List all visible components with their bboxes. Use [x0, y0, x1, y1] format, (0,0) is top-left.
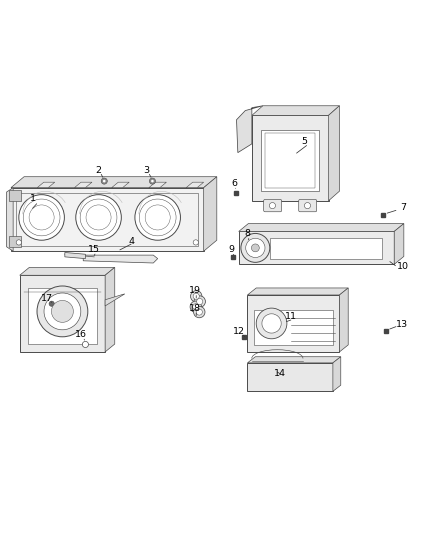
Polygon shape: [9, 236, 21, 247]
Text: 6: 6: [231, 179, 237, 188]
Polygon shape: [261, 130, 319, 191]
Circle shape: [151, 180, 154, 182]
Polygon shape: [339, 288, 348, 352]
Polygon shape: [9, 190, 21, 201]
Polygon shape: [394, 223, 404, 264]
Polygon shape: [11, 177, 217, 188]
Polygon shape: [37, 182, 55, 188]
Circle shape: [197, 298, 203, 304]
Polygon shape: [7, 188, 13, 251]
Circle shape: [193, 240, 198, 245]
Text: 8: 8: [244, 229, 251, 238]
Circle shape: [304, 203, 311, 209]
Circle shape: [23, 199, 60, 236]
Circle shape: [29, 205, 54, 230]
Polygon shape: [149, 182, 166, 188]
Circle shape: [251, 244, 259, 252]
Circle shape: [135, 195, 180, 240]
Text: 2: 2: [95, 166, 102, 175]
Polygon shape: [247, 357, 341, 363]
Polygon shape: [252, 106, 339, 115]
Polygon shape: [247, 288, 348, 295]
Circle shape: [241, 233, 270, 262]
Circle shape: [246, 238, 265, 257]
Polygon shape: [20, 275, 105, 352]
Polygon shape: [83, 255, 158, 263]
Text: 10: 10: [397, 262, 409, 271]
FancyBboxPatch shape: [299, 199, 317, 212]
Circle shape: [190, 301, 201, 312]
Circle shape: [44, 293, 81, 330]
Text: 13: 13: [396, 320, 408, 329]
Circle shape: [191, 290, 202, 302]
Polygon shape: [28, 288, 97, 344]
Circle shape: [16, 240, 21, 245]
Circle shape: [262, 314, 281, 333]
Circle shape: [194, 306, 205, 318]
Polygon shape: [254, 310, 333, 345]
Text: 12: 12: [233, 327, 245, 336]
Polygon shape: [186, 182, 204, 188]
Text: 19: 19: [189, 286, 201, 295]
Text: 7: 7: [400, 203, 406, 212]
Text: 18: 18: [189, 304, 201, 313]
Circle shape: [145, 205, 170, 230]
Circle shape: [80, 199, 117, 236]
Polygon shape: [252, 115, 328, 201]
Text: 9: 9: [228, 245, 234, 254]
Text: 17: 17: [41, 294, 53, 303]
Circle shape: [149, 178, 155, 184]
Circle shape: [37, 286, 88, 337]
Text: 3: 3: [144, 166, 150, 175]
Circle shape: [49, 301, 54, 306]
Polygon shape: [112, 182, 129, 188]
Polygon shape: [328, 106, 339, 201]
Circle shape: [101, 178, 107, 184]
Polygon shape: [270, 238, 382, 259]
Polygon shape: [239, 223, 404, 231]
Polygon shape: [11, 188, 204, 251]
Polygon shape: [239, 231, 394, 264]
Text: 16: 16: [75, 330, 87, 339]
Circle shape: [194, 296, 205, 307]
Circle shape: [193, 304, 199, 310]
Text: 15: 15: [88, 245, 100, 254]
Polygon shape: [204, 177, 217, 251]
FancyBboxPatch shape: [264, 199, 282, 212]
Circle shape: [139, 199, 176, 236]
Circle shape: [269, 203, 276, 209]
Polygon shape: [333, 357, 341, 391]
Text: 11: 11: [285, 312, 297, 321]
Polygon shape: [20, 268, 115, 275]
Polygon shape: [65, 253, 85, 259]
Polygon shape: [247, 295, 339, 352]
Circle shape: [82, 342, 88, 348]
Polygon shape: [105, 268, 115, 352]
Text: 4: 4: [128, 237, 134, 246]
Circle shape: [193, 293, 199, 300]
Circle shape: [196, 309, 202, 315]
Circle shape: [256, 308, 287, 339]
Circle shape: [86, 205, 111, 230]
Polygon shape: [105, 294, 125, 306]
Circle shape: [19, 195, 64, 240]
Text: 5: 5: [301, 137, 307, 146]
Text: 1: 1: [30, 194, 36, 203]
Circle shape: [52, 301, 74, 322]
Polygon shape: [237, 106, 263, 152]
Circle shape: [103, 180, 106, 182]
Circle shape: [76, 195, 121, 240]
Polygon shape: [247, 363, 333, 391]
Polygon shape: [74, 182, 92, 188]
Text: 14: 14: [274, 369, 286, 378]
